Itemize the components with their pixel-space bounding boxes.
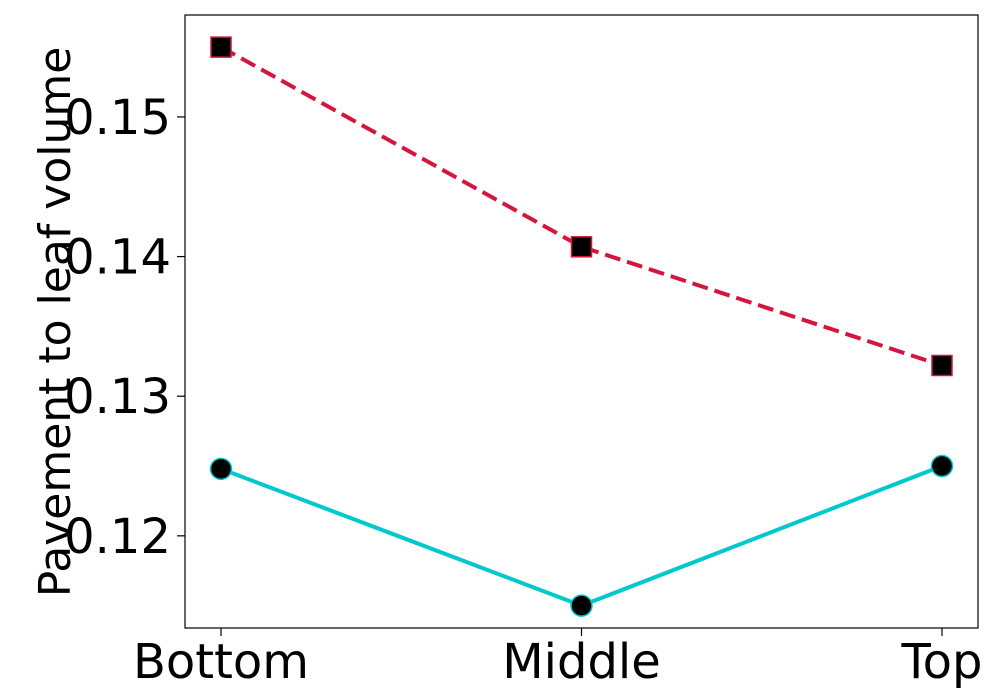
x-tick-label: Top <box>901 634 983 690</box>
data-point <box>931 354 953 377</box>
series-layer <box>209 36 954 617</box>
x-tick-label: Bottom <box>133 634 309 690</box>
y-axis: 0.12 0.13 0.14 0.15 <box>64 90 185 565</box>
data-point <box>930 454 954 478</box>
plot-area <box>184 14 979 629</box>
data-point <box>570 594 593 617</box>
y-axis-title: Pavement to leaf volume <box>30 47 81 598</box>
data-point <box>209 457 233 481</box>
x-tick-label: Middle <box>502 634 661 690</box>
series-1 <box>210 36 953 377</box>
data-point <box>210 36 232 58</box>
y-tick-label: 0.12 <box>64 509 171 565</box>
series-2 <box>209 454 954 617</box>
y-tick-label: 0.15 <box>64 90 171 146</box>
y-tick-label: 0.13 <box>64 369 171 425</box>
x-axis: Bottom Middle Top <box>133 628 983 690</box>
y-tick-label: 0.14 <box>64 230 171 286</box>
data-point <box>570 236 593 258</box>
